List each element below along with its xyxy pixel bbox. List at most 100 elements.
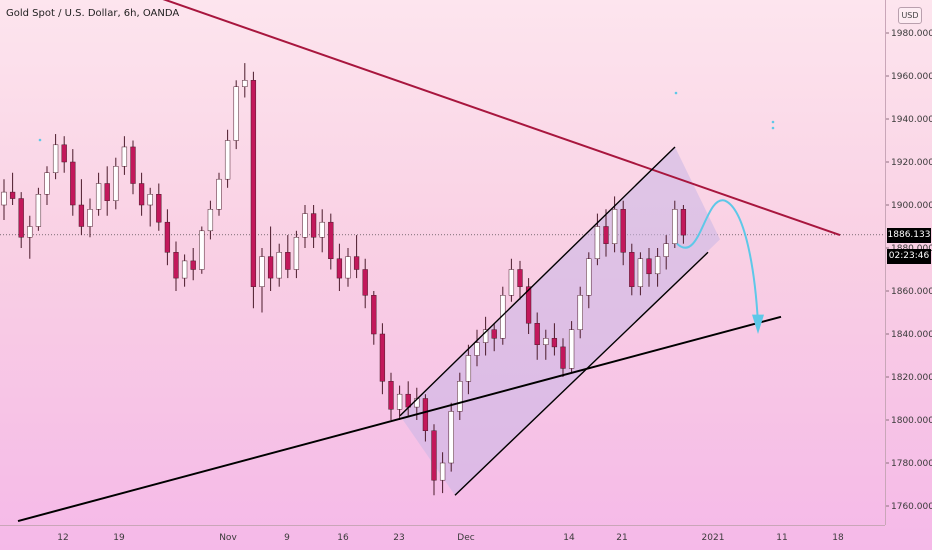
price-tick-label: 1980.000: [891, 29, 932, 39]
candle-down: [534, 323, 540, 345]
time-tick-label: 12: [57, 533, 68, 543]
candle-up: [663, 243, 669, 257]
candle-up: [242, 80, 248, 88]
marker-dot: [771, 120, 775, 124]
candle-down: [431, 430, 437, 481]
candle-down: [680, 209, 687, 236]
candle-down: [491, 329, 497, 339]
price-tick-label: 1760.000: [891, 502, 932, 512]
candle-down: [620, 209, 626, 253]
marker-dot: [674, 91, 678, 95]
candle-down: [646, 258, 652, 275]
time-tick-label: 9: [284, 533, 290, 543]
candle-down: [353, 256, 360, 270]
candle-up: [1, 191, 7, 206]
candle-up: [594, 226, 601, 259]
candle-up: [216, 178, 222, 210]
projection-path[interactable]: [676, 199, 759, 324]
candle-up: [586, 258, 592, 296]
candle-up: [207, 209, 214, 232]
candle-up: [611, 209, 618, 244]
channel-upper-line[interactable]: [399, 146, 676, 417]
candle-up: [637, 258, 644, 287]
price-tick-label: 1920.000: [891, 158, 932, 168]
candle-up: [259, 256, 265, 287]
candle-up: [396, 393, 403, 410]
candle-up: [276, 252, 282, 279]
candle-down: [422, 398, 429, 431]
candle-down: [250, 80, 257, 287]
marker-dot: [771, 126, 775, 130]
price-tick-label: 1940.000: [891, 115, 932, 125]
support-line[interactable]: [17, 315, 782, 523]
candle-up: [508, 269, 515, 296]
marker-dot: [38, 138, 42, 142]
candle-up: [345, 256, 351, 279]
candle-up: [87, 209, 93, 227]
candle-down: [285, 252, 291, 270]
candle-down: [9, 191, 16, 199]
candle-down: [371, 295, 377, 335]
time-axis[interactable]: 12 19 Nov 9 16 23 Dec 14 21 2021 11 18: [57, 533, 844, 543]
time-tick-label: 18: [832, 533, 844, 543]
candle-up: [293, 237, 300, 270]
last-price-label: 1886.133: [887, 228, 931, 243]
candle-down: [336, 258, 343, 279]
candle-down: [525, 286, 532, 324]
candle-down: [18, 198, 24, 238]
price-tick-label: 1860.000: [891, 287, 932, 297]
candle-down: [78, 204, 85, 227]
candle-up: [199, 230, 205, 270]
candle-up: [95, 183, 102, 210]
candle-up: [181, 260, 188, 279]
ascending-channel[interactable]: [400, 146, 720, 496]
candle-up: [302, 213, 308, 238]
channel-lower-line[interactable]: [454, 251, 709, 496]
candle-up: [52, 144, 59, 174]
candle-up: [439, 462, 446, 481]
candle-down: [138, 183, 145, 206]
time-tick-label: 14: [563, 533, 575, 543]
candle-down: [517, 269, 523, 287]
candle-up: [654, 256, 661, 275]
candle-down: [104, 183, 110, 201]
candle-up: [577, 295, 583, 330]
candle-down: [173, 252, 179, 279]
time-tick-label: 23: [393, 533, 404, 543]
candle-up: [474, 342, 480, 356]
price-tick-label: 1840.000: [891, 330, 932, 340]
candle-up: [35, 194, 42, 227]
price-tick-label: 1960.000: [891, 72, 932, 82]
candle-up: [465, 355, 472, 382]
price-tick-label: 1900.000: [891, 201, 932, 211]
price-tick-label: 1820.000: [891, 373, 932, 383]
time-tick-label: 11: [776, 533, 787, 543]
chart-title: Gold Spot / U.S. Dollar, 6h, OANDA: [6, 8, 180, 19]
candle-down: [310, 213, 317, 238]
candle-down: [61, 144, 67, 163]
price-axis[interactable]: 1760.000 1780.000 1800.000 1820.000 1840.000…: [885, 29, 932, 512]
time-tick-label: 21: [616, 533, 627, 543]
candle-up: [543, 338, 549, 345]
currency-button[interactable]: USD: [898, 7, 922, 24]
candle-down: [267, 256, 274, 279]
candle-up: [448, 411, 454, 464]
candle-down: [551, 338, 558, 348]
time-tick-label: 16: [337, 533, 349, 543]
candle-down: [190, 260, 196, 270]
candle-up: [568, 329, 575, 369]
resistance-line[interactable]: [100, 0, 841, 237]
candle-up: [457, 381, 463, 412]
candle-up: [482, 329, 489, 343]
price-tick-label: 1780.000: [891, 459, 932, 469]
candle-down: [362, 269, 368, 296]
candle-down: [603, 226, 609, 244]
candle-up: [27, 226, 33, 238]
candle-down: [70, 161, 76, 206]
trendlines[interactable]: [17, 0, 841, 523]
time-tick-label: Nov: [219, 533, 237, 543]
candle-up: [121, 146, 128, 167]
channel-fill: [400, 146, 720, 496]
time-tick-label: 19: [113, 533, 125, 543]
